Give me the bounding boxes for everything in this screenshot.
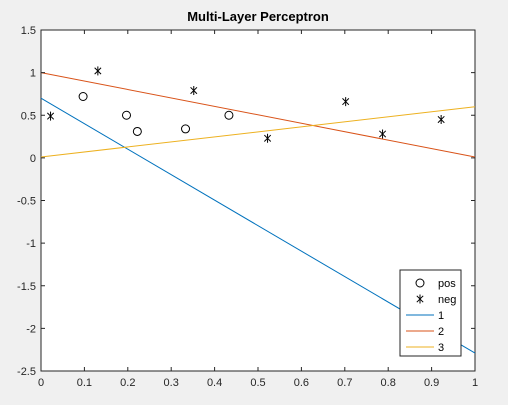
- y-tick-label: 1: [30, 68, 36, 80]
- legend-label-1: 1: [438, 310, 444, 322]
- x-tick-label: 0: [38, 377, 44, 389]
- x-tick-label: 0.7: [337, 377, 352, 389]
- x-tick-label: 1: [472, 377, 478, 389]
- point-neg: [437, 115, 445, 125]
- chart-title: Multi-Layer Perceptron: [187, 9, 329, 24]
- legend-label-2: 2: [438, 326, 444, 338]
- y-tick-label: 0.5: [21, 110, 36, 122]
- x-tick-label: 0.6: [294, 377, 309, 389]
- x-tick-label: 0.3: [164, 377, 179, 389]
- y-tick-label: 1.5: [21, 25, 36, 37]
- x-tick-label: 0.9: [424, 377, 439, 389]
- markers-layer: [46, 66, 445, 143]
- point-neg: [94, 66, 102, 76]
- point-pos: [181, 124, 191, 134]
- point-pos: [78, 91, 88, 101]
- y-tick-label: -1: [26, 238, 36, 250]
- point-neg: [379, 129, 387, 139]
- legend-label-3: 3: [438, 342, 444, 354]
- legend: pos neg 1 2 3: [399, 269, 462, 357]
- point-neg: [190, 86, 198, 96]
- point-neg: [263, 133, 272, 143]
- y-tick-label: 0: [30, 153, 36, 165]
- x-tick-label: 0.2: [120, 377, 135, 389]
- legend-marker-neg: [416, 294, 424, 304]
- series-line-2: [40, 72, 476, 158]
- point-neg: [46, 111, 55, 121]
- point-neg: [342, 97, 350, 107]
- point-pos: [224, 110, 234, 120]
- x-tick-label: 0.1: [77, 377, 92, 389]
- y-tick-label: -1.5: [17, 281, 36, 293]
- x-tick-label: 0.4: [207, 377, 222, 389]
- legend-label-pos: pos: [438, 278, 456, 290]
- y-tick-label: -2: [26, 323, 36, 335]
- y-tick-label: -2.5: [17, 366, 36, 378]
- x-tick-label: 0.8: [381, 377, 396, 389]
- point-pos: [132, 126, 142, 136]
- legend-marker-pos: [415, 278, 425, 288]
- legend-label-neg: neg: [438, 294, 456, 306]
- legend-box: [399, 269, 462, 357]
- x-tick-label: 0.5: [250, 377, 265, 389]
- point-pos: [121, 110, 131, 120]
- series-line-3: [40, 106, 476, 158]
- y-tick-label: -0.5: [17, 196, 36, 208]
- ticks-layer: 0 0.1 0.2 0.3 0.4 0.5 0.6 0.7 0.8 0.9 1 1.5 1 0.5 0 -0.…: [17, 25, 478, 389]
